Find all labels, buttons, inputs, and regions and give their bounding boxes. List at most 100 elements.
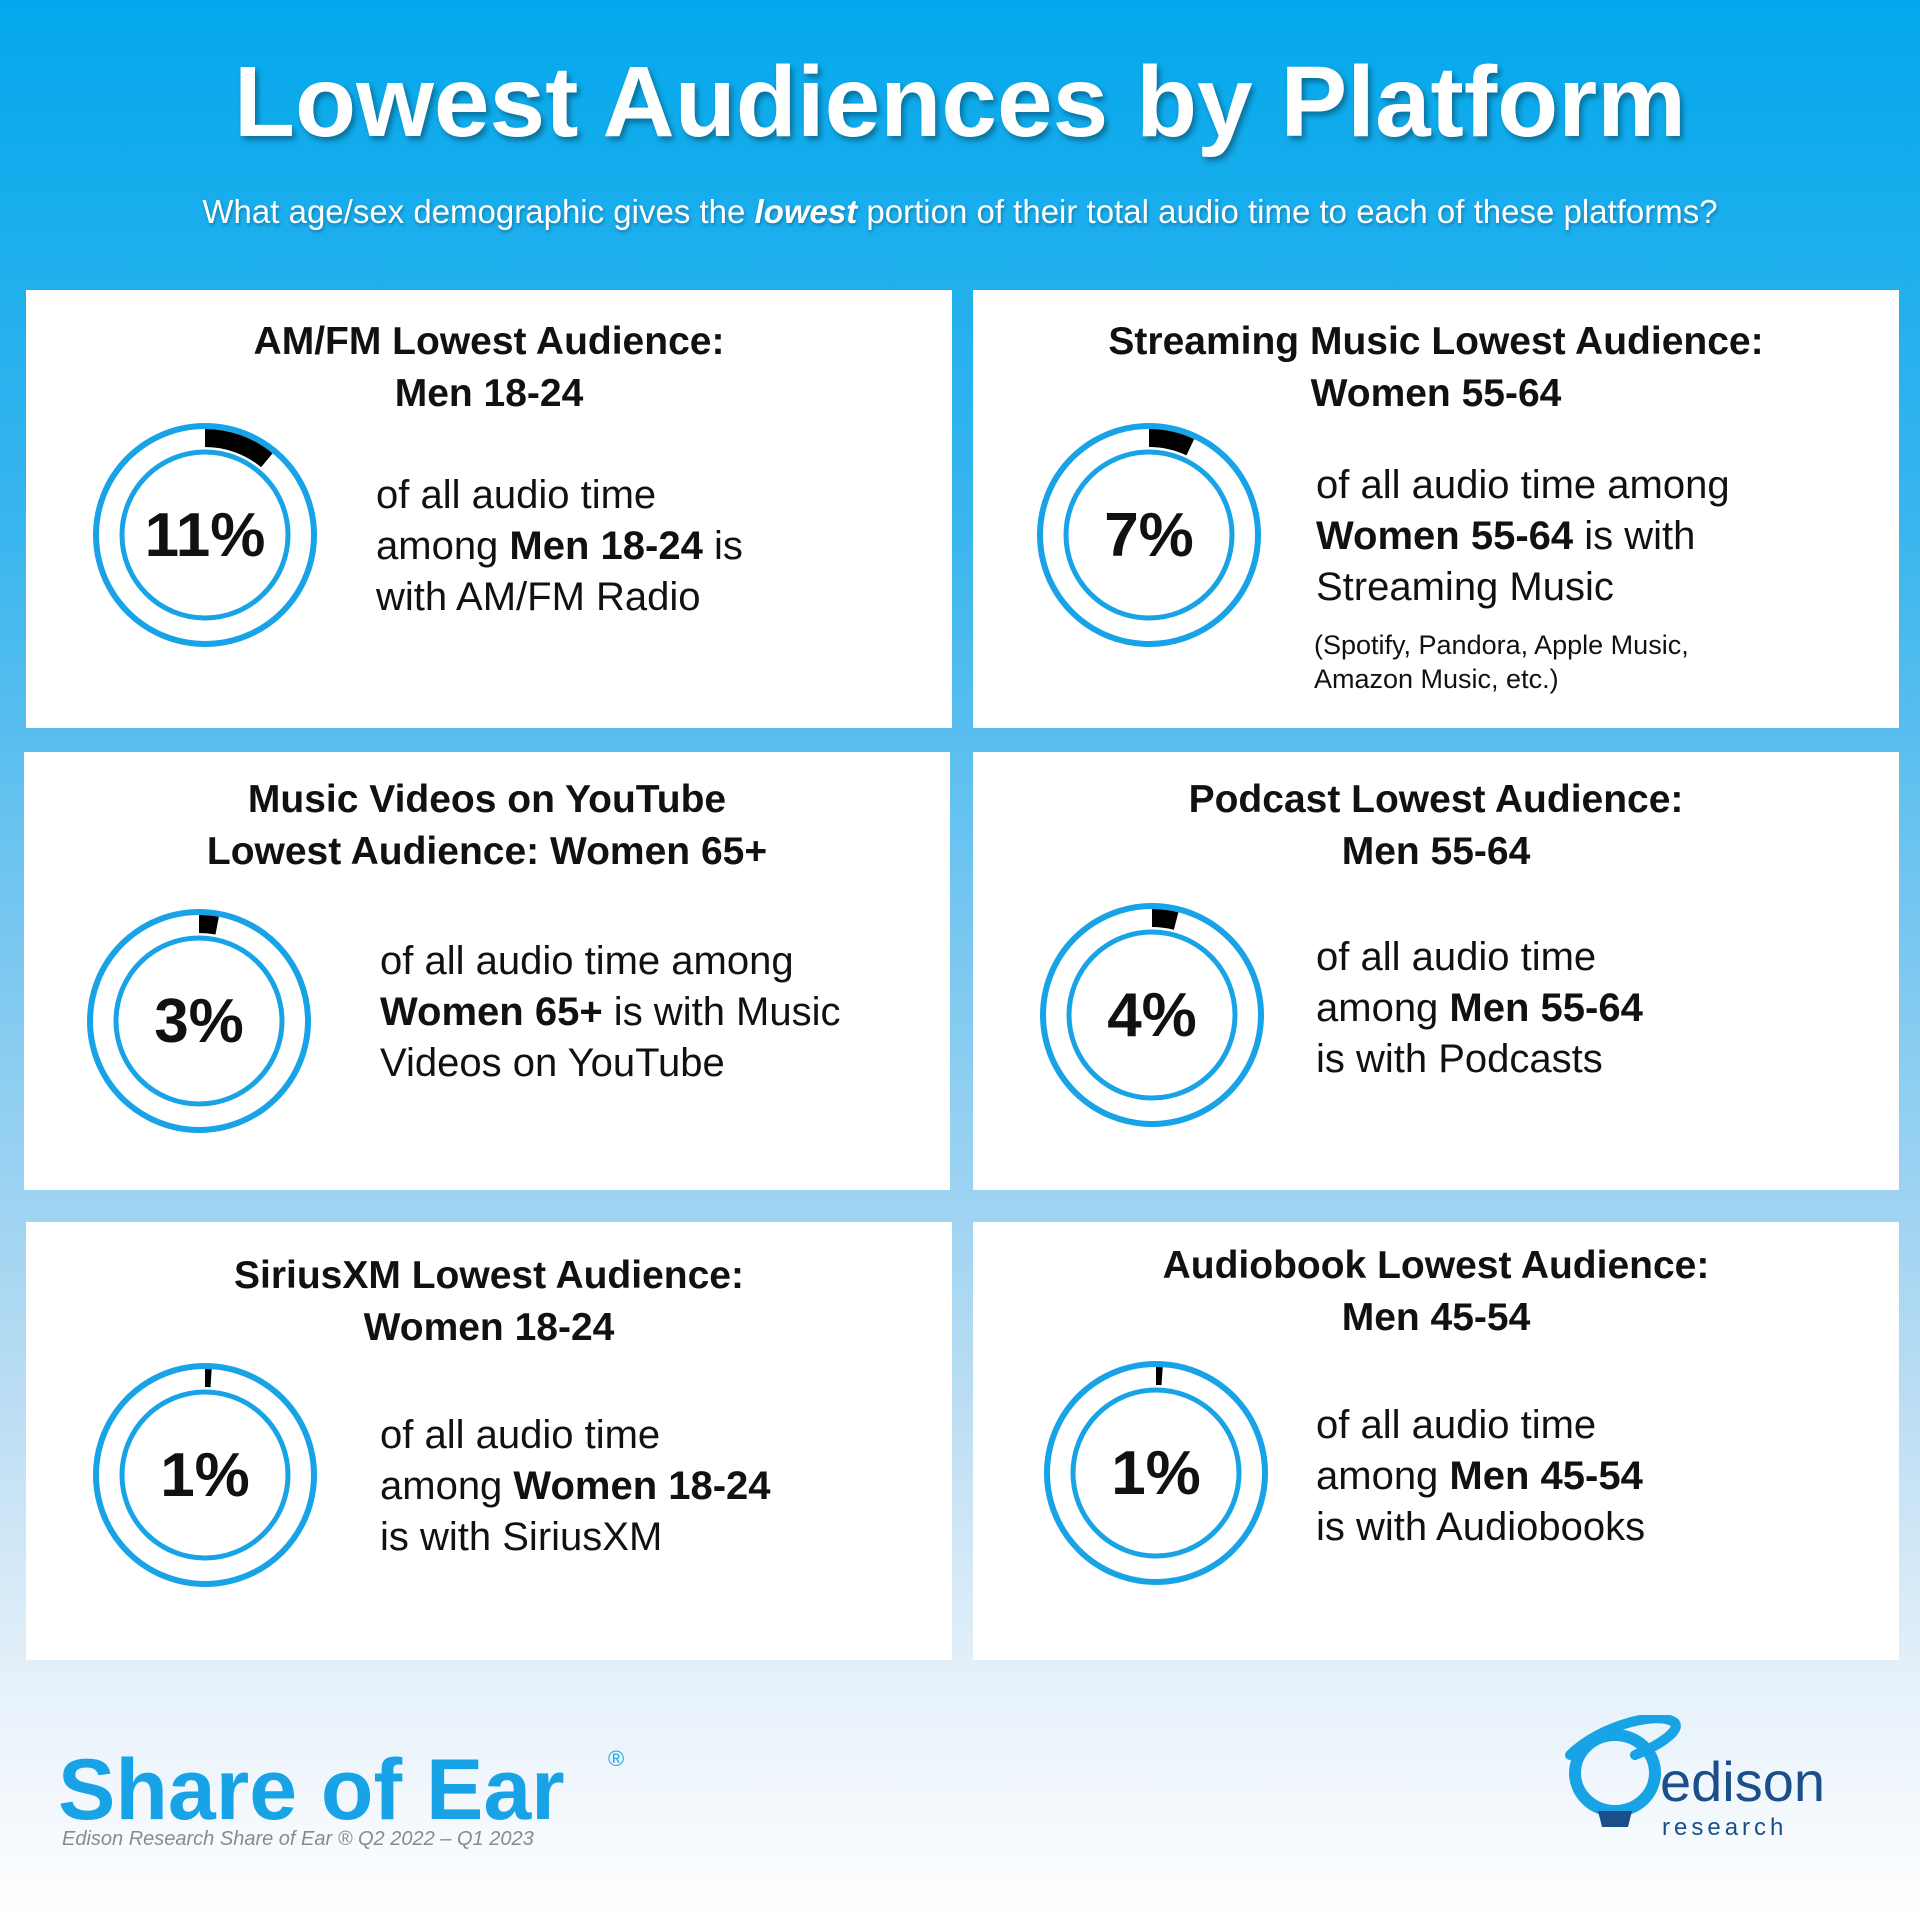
desc-demographic: Women 65+ — [380, 990, 603, 1034]
donut-svg — [87, 909, 311, 1133]
page-subtitle: What age/sex demographic gives the lowes… — [0, 188, 1920, 236]
donut-svg — [1044, 1361, 1268, 1585]
desc-line1: of all audio time among — [380, 939, 794, 983]
note-line2: Amazon Music, etc.) — [1314, 664, 1559, 694]
card-title-line1: Music Videos on YouTube — [247, 778, 727, 821]
desc-pre: among — [380, 1464, 514, 1508]
desc-pre: among — [1316, 1454, 1450, 1498]
platform-note: (Spotify, Pandora, Apple Music, Amazon M… — [1314, 628, 1689, 696]
card-title: Music Videos on YouTube Lowest Audience:… — [24, 774, 950, 878]
desc-line1: of all audio time among — [1316, 463, 1730, 507]
desc-line2: among Women 18-24 — [380, 1461, 771, 1512]
desc-demographic: Women 55-64 — [1316, 514, 1574, 558]
card-description: of all audio time among Men 18-24 is wit… — [376, 470, 743, 623]
edison-logo-text: edison — [1660, 1750, 1826, 1813]
desc-post: is with Music — [602, 990, 841, 1034]
inner-ring — [113, 935, 285, 1107]
logo-base — [1598, 1811, 1632, 1827]
value-segment — [1149, 429, 1195, 456]
page-title: Lowest Audiences by Platform — [233, 46, 1687, 158]
note-line1: (Spotify, Pandora, Apple Music, — [1314, 630, 1689, 660]
desc-line2: Women 55-64 is with — [1316, 511, 1730, 562]
desc-line1: of all audio time — [1316, 935, 1597, 979]
card-description: of all audio time among Women 65+ is wit… — [380, 936, 841, 1089]
percent-value: 11% — [144, 500, 266, 570]
donut-chart: 11% — [90, 420, 320, 650]
card-title-line1: AM/FM Lowest Audience: — [253, 320, 725, 363]
card-amfm: AM/FM Lowest Audience: Men 18-24 11% of … — [26, 290, 952, 728]
card-title-line1: Audiobook Lowest Audience: — [1162, 1244, 1710, 1287]
outer-ring — [1037, 423, 1261, 647]
desc-pre: among — [1316, 986, 1450, 1030]
value-segment — [205, 1369, 212, 1388]
desc-line2: Women 65+ is with Music — [380, 987, 841, 1038]
card-title: Podcast Lowest Audience: Men 55-64 — [973, 774, 1899, 878]
card-youtube: Music Videos on YouTube Lowest Audience:… — [24, 752, 950, 1190]
desc-line2: among Men 45-54 — [1316, 1451, 1645, 1502]
share-of-ear-logo: Share of Ear — [58, 1742, 565, 1838]
percent-value: 7% — [1104, 500, 1194, 570]
registered-mark: ® — [608, 1746, 625, 1771]
desc-post: is with — [1573, 514, 1696, 558]
donut-svg — [1040, 903, 1264, 1127]
percent-value: 1% — [1111, 1438, 1201, 1508]
desc-line1: of all audio time — [380, 1413, 661, 1457]
percent-value: 3% — [154, 986, 244, 1056]
inner-ring — [1063, 449, 1235, 621]
card-title: Audiobook Lowest Audience: Men 45-54 — [973, 1240, 1899, 1344]
card-title-line2: Lowest Audience: Women 65+ — [206, 830, 768, 873]
desc-line3: Streaming Music — [1316, 565, 1614, 609]
subtitle-text-end: portion of their total audio time to eac… — [857, 193, 1718, 230]
card-title-line1: Streaming Music Lowest Audience: — [1108, 320, 1764, 363]
logo-swoosh — [1565, 1715, 1681, 1760]
desc-line3: is with Podcasts — [1316, 1037, 1603, 1081]
card-title-line1: Podcast Lowest Audience: — [1188, 778, 1684, 821]
desc-line3: Videos on YouTube — [380, 1041, 725, 1085]
card-description: of all audio time among Men 55-64 is wit… — [1316, 932, 1643, 1085]
donut-svg — [1037, 423, 1261, 647]
donut-svg — [93, 423, 317, 647]
card-title-line1: SiriusXM Lowest Audience: — [234, 1254, 744, 1297]
percent-value: 4% — [1107, 980, 1197, 1050]
desc-line3: with AM/FM Radio — [376, 575, 701, 619]
edison-logo-icon — [1565, 1715, 1681, 1827]
desc-post: is — [702, 524, 743, 568]
donut-svg — [93, 1363, 317, 1587]
card-title-line2: Men 55-64 — [1341, 830, 1531, 873]
card-title-line2: Women 55-64 — [1310, 372, 1562, 415]
subtitle-text: What age/sex demographic gives the — [202, 193, 755, 230]
donut-chart: 4% — [1037, 900, 1267, 1130]
value-segment — [1156, 1367, 1163, 1386]
inner-ring — [1066, 929, 1238, 1101]
percent-value: 1% — [160, 1440, 250, 1510]
desc-line1: of all audio time — [1316, 1403, 1597, 1447]
edison-logo-subtext: research — [1662, 1814, 1788, 1841]
card-description: of all audio time among Women 18-24 is w… — [380, 1410, 771, 1563]
desc-demographic: Men 18-24 — [509, 524, 703, 568]
card-description: of all audio time among Men 45-54 is wit… — [1316, 1400, 1645, 1553]
card-title: Streaming Music Lowest Audience: Women 5… — [973, 316, 1899, 420]
desc-pre: among — [376, 524, 510, 568]
value-segment — [1152, 909, 1179, 930]
card-audiobook: Audiobook Lowest Audience: Men 45-54 1% … — [973, 1222, 1899, 1660]
outer-ring — [93, 1363, 317, 1587]
card-description: of all audio time among Women 55-64 is w… — [1316, 460, 1730, 613]
desc-line2: among Men 55-64 — [1316, 983, 1643, 1034]
inner-ring — [119, 449, 291, 621]
card-title: SiriusXM Lowest Audience: Women 18-24 — [26, 1250, 952, 1354]
source-note: Edison Research Share of Ear ® Q2 2022 –… — [62, 1828, 534, 1850]
desc-demographic: Women 18-24 — [513, 1464, 771, 1508]
card-title-line2: Men 45-54 — [1341, 1296, 1531, 1339]
inner-ring — [119, 1389, 291, 1561]
outer-ring — [93, 423, 317, 647]
desc-line1: of all audio time — [376, 473, 657, 517]
value-segment — [205, 429, 273, 468]
subtitle-emphasis: lowest — [754, 193, 858, 230]
desc-line3: is with Audiobooks — [1316, 1505, 1646, 1549]
outer-ring — [1044, 1361, 1268, 1585]
desc-line2: among Men 18-24 is — [376, 521, 743, 572]
card-title: AM/FM Lowest Audience: Men 18-24 — [26, 316, 952, 420]
desc-demographic: Men 45-54 — [1449, 1454, 1643, 1498]
card-streaming: Streaming Music Lowest Audience: Women 5… — [973, 290, 1899, 728]
